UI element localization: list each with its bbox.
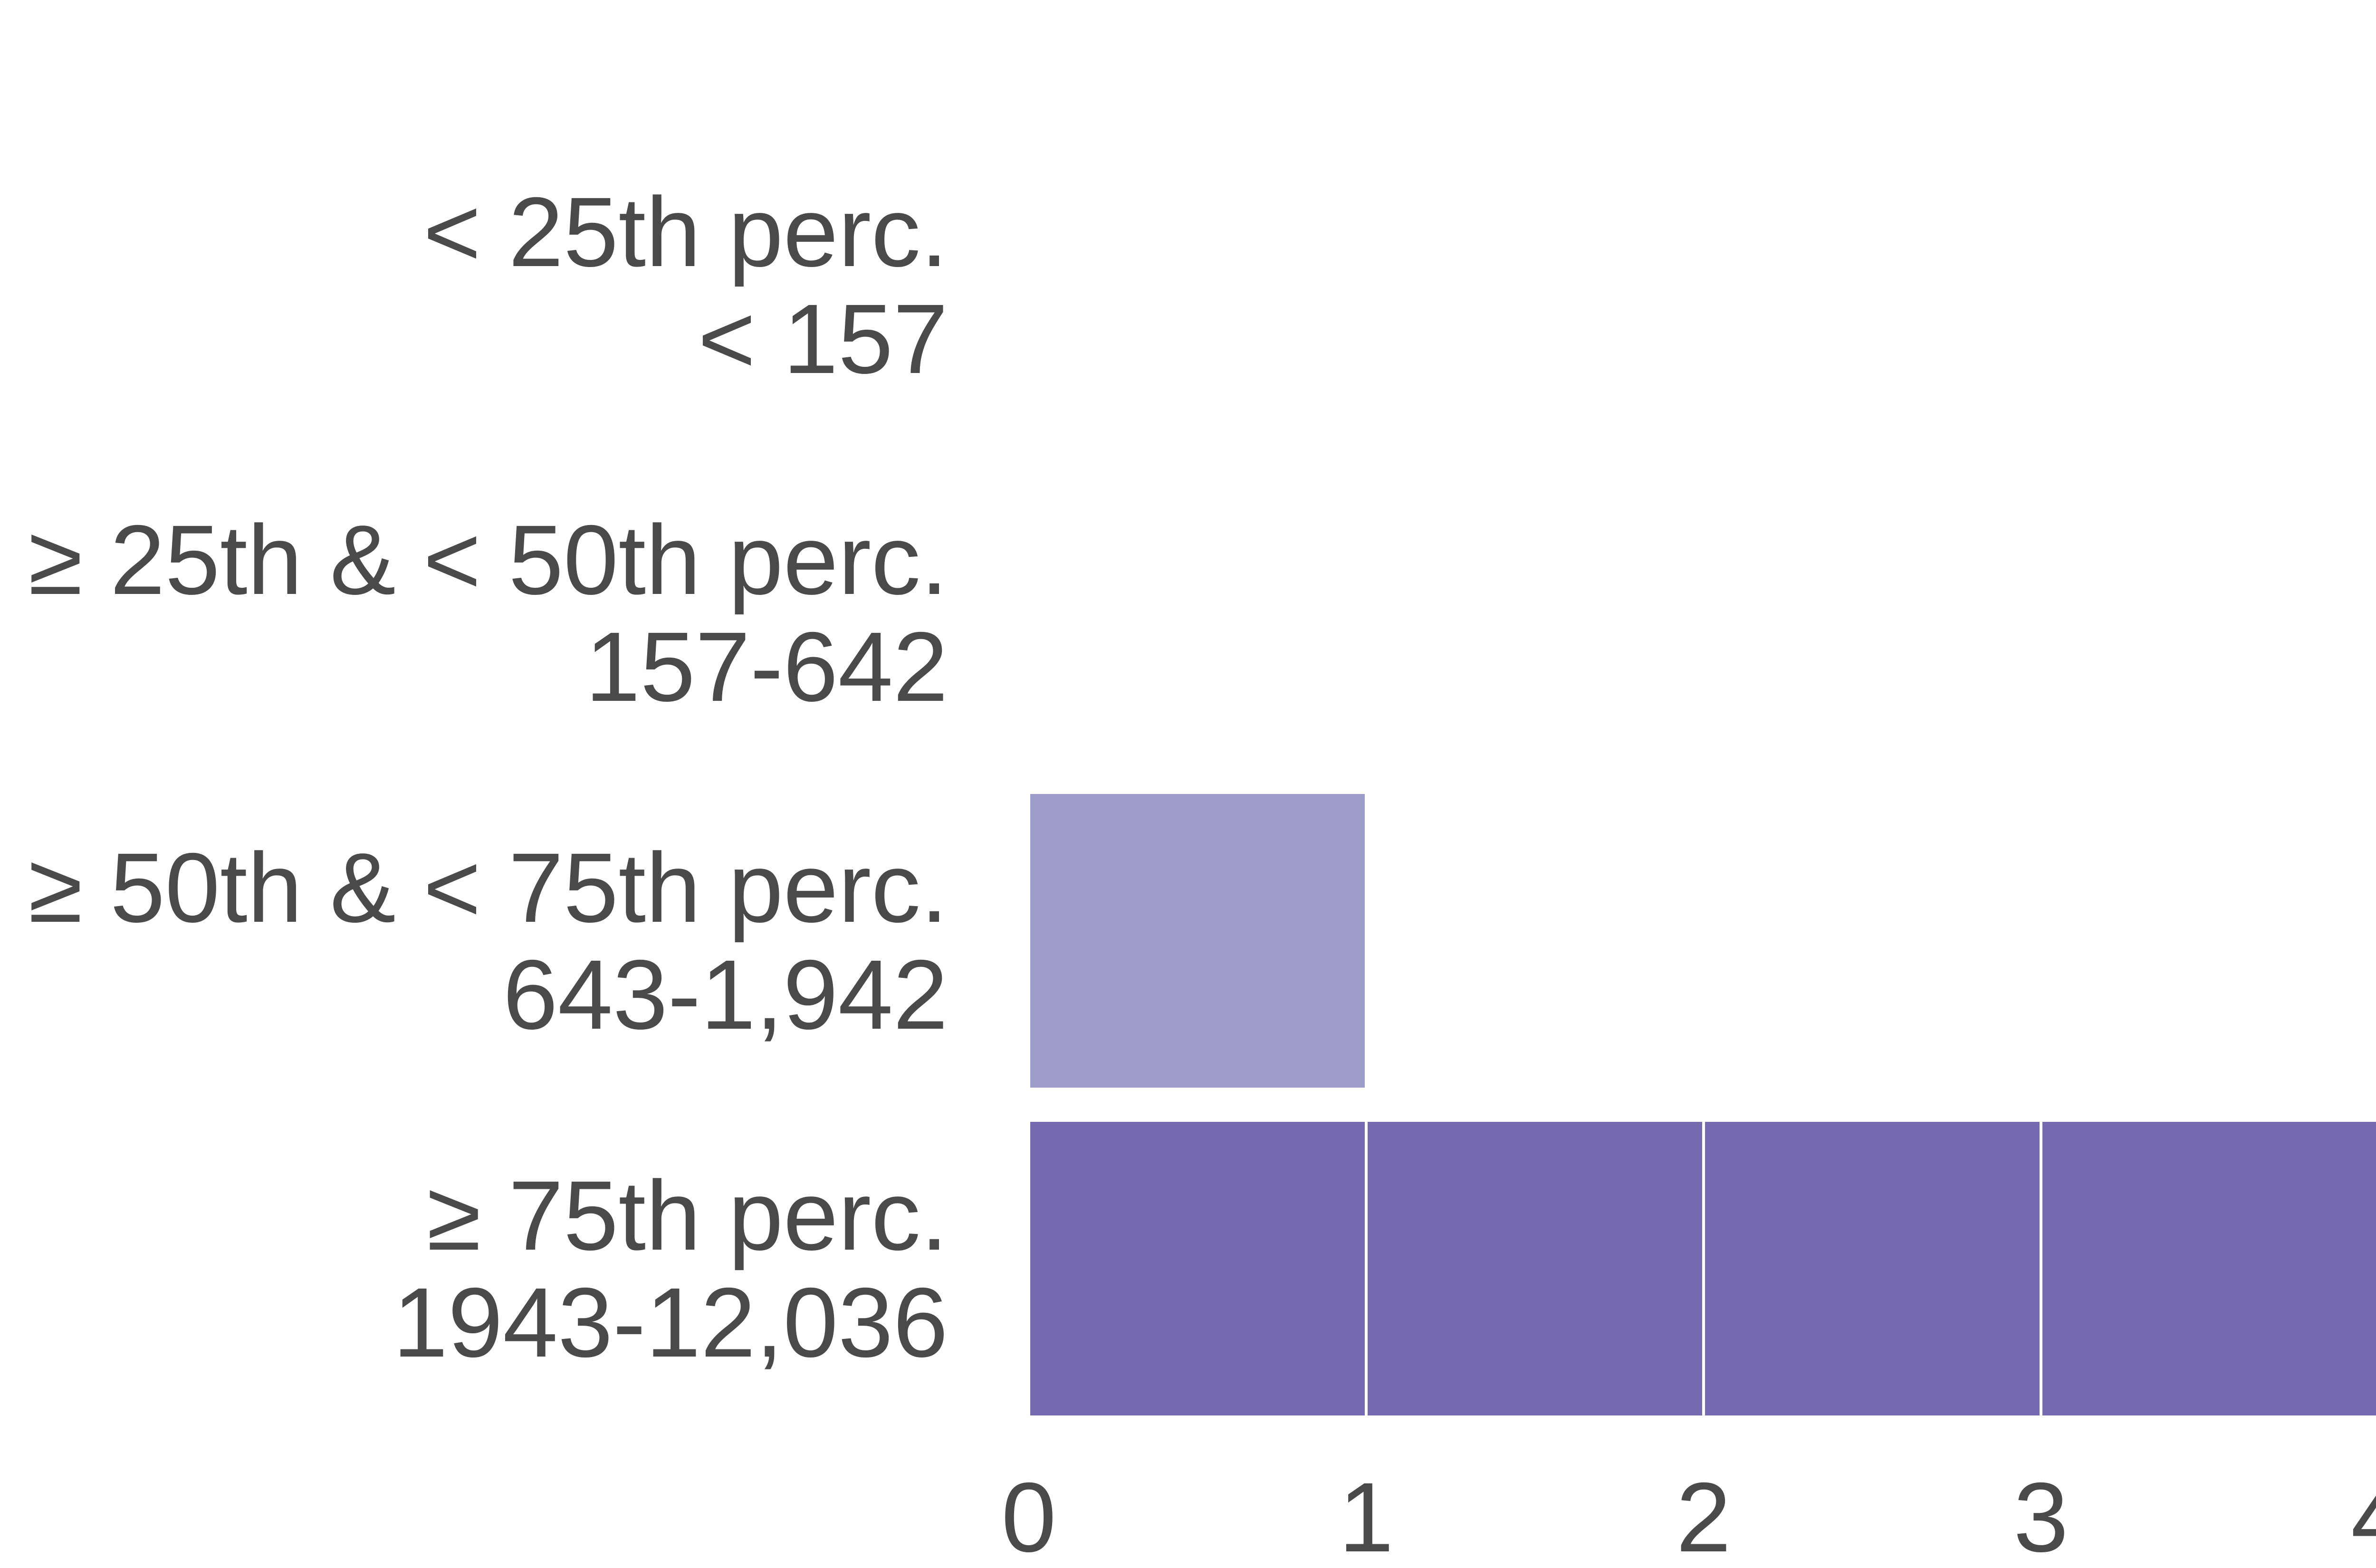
bar-segment [1027,791,1368,1090]
category-label-line2: 157-642 [585,612,948,722]
category-label-line1: < 25th perc. [423,177,948,287]
bars-group [1027,791,2376,1418]
category-label: ≥ 25th & < 50th perc. 157-642 [29,505,948,722]
category-label-line1: ≥ 50th & < 75th perc. [29,833,948,943]
category-labels: < 25th perc. < 157 ≥ 25th & < 50th perc. 15… [29,177,948,1378]
bar-segment [1027,1119,1368,1418]
category-label-line2: 1943-12,036 [393,1268,948,1378]
category-label-line2: < 157 [698,284,948,394]
category-label-line2: 643-1,942 [503,940,948,1050]
x-tick-label: 3 [2013,1463,2069,1568]
category-label: ≥ 75th perc. 1943-12,036 [393,1161,948,1378]
bar-segment [1702,1119,2042,1418]
category-label: ≥ 50th & < 75th perc. 643-1,942 [29,833,948,1050]
category-label-line1: ≥ 25th & < 50th perc. [29,505,948,615]
x-tick-label: 1 [1339,1463,1394,1568]
x-tick-label: 2 [1676,1463,1731,1568]
x-tick-label: 0 [1001,1463,1056,1568]
category-label: < 25th perc. < 157 [423,177,948,394]
bar-segment [2040,1119,2376,1418]
x-tick-label: 4 [2351,1463,2376,1568]
category-label-line1: ≥ 75th perc. [427,1161,948,1271]
bar-segment [1365,1119,1705,1418]
x-axis-ticks: 0 1 2 3 4 [1001,1463,2376,1568]
